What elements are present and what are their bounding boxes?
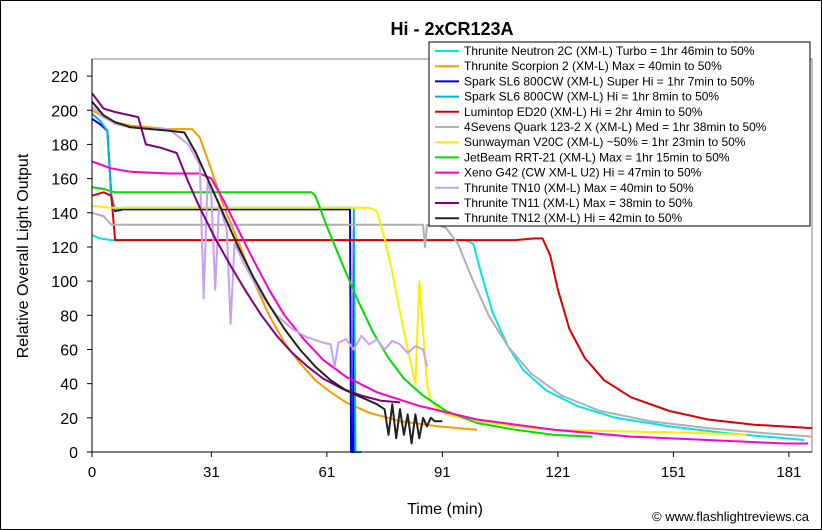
x-axis-title: Time (min)	[407, 501, 483, 518]
y-tick-label: 80	[60, 308, 78, 325]
legend-label: Thrunite TN11 (XM-L) Max = 38min to 50%	[464, 196, 693, 210]
series-line-12	[91, 101, 443, 445]
series-lines	[91, 92, 813, 453]
x-tick-label: 31	[203, 464, 220, 481]
y-tick-label: 60	[60, 342, 78, 359]
series-line-8	[91, 186, 593, 438]
series-line-11	[91, 92, 401, 404]
x-axis-ticks: 0 31 61 91 121 151 181	[88, 452, 801, 481]
y-axis-ticks: 0 20 40 60 80 100 120 140 160 180 200 220	[51, 69, 92, 462]
y-tick-label: 100	[51, 274, 78, 291]
legend-label: Lumintop ED20 (XM-L) Hi = 2hr 4min to 50…	[464, 105, 703, 119]
x-tick-label: 0	[88, 464, 96, 481]
legend-label: 4Sevens Quark 123-2 X (XM-L) Med = 1hr 3…	[464, 120, 767, 134]
x-tick-label: 121	[545, 464, 570, 481]
series-line-5	[91, 191, 813, 430]
credit-text: © www.flashlightreviews.ca	[652, 509, 810, 524]
y-tick-label: 40	[60, 377, 78, 394]
y-tick-label: 180	[51, 137, 78, 154]
y-tick-label: 140	[51, 206, 78, 223]
y-tick-label: 200	[51, 103, 78, 120]
legend-box	[428, 41, 811, 227]
legend-label: Thrunite Scorpion 2 (XM-L) Max = 40min t…	[464, 59, 722, 73]
x-tick-label: 181	[776, 464, 801, 481]
legend-label: Spark SL6 800CW (XM-L) Hi = 1hr 8min to …	[464, 90, 719, 104]
legend-label: JetBeam RRT-21 (XM-L) Max = 1hr 15min to…	[464, 150, 730, 164]
legend-label: Thrunite Neutron 2C (XM-L) Turbo = 1hr 4…	[464, 44, 755, 58]
y-tick-label: 220	[51, 69, 78, 86]
y-tick-label: 20	[60, 411, 78, 428]
legend: Thrunite Neutron 2C (XM-L) Turbo = 1hr 4…	[428, 41, 811, 227]
series-line-2	[91, 109, 478, 431]
x-tick-label: 61	[319, 464, 336, 481]
chart-title: Hi - 2xCR123A	[390, 19, 513, 39]
legend-label: Xeno G42 (CW XM-L U2) Hi = 47min to 50%	[464, 166, 702, 180]
legend-label: Sunwayman V20C (XM-L) ~50% = 1hr 23min t…	[464, 135, 746, 149]
y-tick-label: 120	[51, 240, 78, 257]
legend-label: Thrunite TN10 (XM-L) Max = 40min to 50%	[464, 181, 694, 195]
x-tick-label: 91	[434, 464, 451, 481]
legend-label: Spark SL6 800CW (XM-L) Super Hi = 1hr 7m…	[464, 74, 755, 88]
x-tick-label: 151	[661, 464, 686, 481]
y-tick-label: 0	[69, 445, 78, 462]
y-tick-label: 160	[51, 172, 78, 189]
y-axis-title: Relative Overall Light Output	[15, 153, 32, 358]
series-line-7	[91, 204, 747, 436]
legend-label: Thrunite TN12 (XM-L) Hi = 42min to 50%	[464, 211, 683, 225]
